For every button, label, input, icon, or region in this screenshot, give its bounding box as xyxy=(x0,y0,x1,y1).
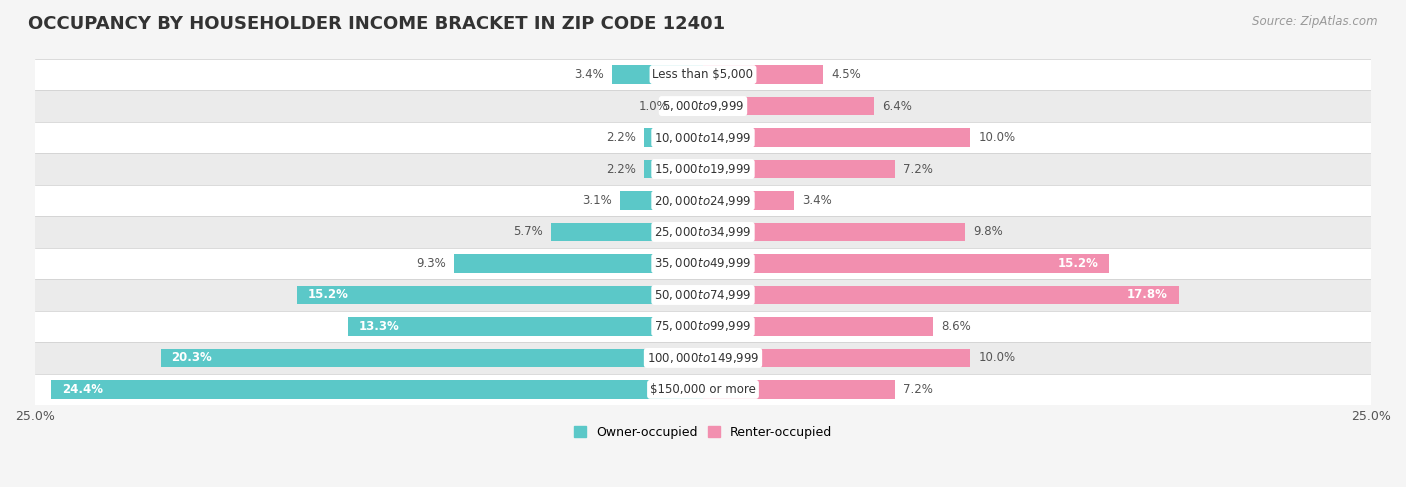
Bar xyxy=(703,286,1178,304)
Text: 17.8%: 17.8% xyxy=(1128,288,1168,301)
Text: 9.3%: 9.3% xyxy=(416,257,447,270)
Text: 15.2%: 15.2% xyxy=(308,288,349,301)
Text: 7.2%: 7.2% xyxy=(904,163,934,175)
Text: $5,000 to $9,999: $5,000 to $9,999 xyxy=(662,99,744,113)
Bar xyxy=(35,153,1371,185)
Bar xyxy=(454,254,703,273)
Bar xyxy=(35,122,1371,153)
Bar xyxy=(51,380,703,398)
Text: $35,000 to $49,999: $35,000 to $49,999 xyxy=(654,257,752,270)
Bar xyxy=(644,160,703,178)
Text: Source: ZipAtlas.com: Source: ZipAtlas.com xyxy=(1253,15,1378,28)
Text: 20.3%: 20.3% xyxy=(172,352,212,364)
Bar xyxy=(35,216,1371,248)
Text: $10,000 to $14,999: $10,000 to $14,999 xyxy=(654,131,752,145)
Bar xyxy=(35,90,1371,122)
Bar xyxy=(35,374,1371,405)
Bar xyxy=(676,97,703,115)
Bar xyxy=(160,349,703,367)
Bar xyxy=(703,223,965,241)
Text: 1.0%: 1.0% xyxy=(638,99,668,112)
Bar xyxy=(703,349,970,367)
Bar xyxy=(703,318,932,336)
Bar xyxy=(35,311,1371,342)
Bar xyxy=(35,185,1371,216)
Bar xyxy=(35,248,1371,279)
Bar xyxy=(551,223,703,241)
Text: 5.7%: 5.7% xyxy=(513,225,543,239)
Bar xyxy=(347,318,703,336)
Text: 15.2%: 15.2% xyxy=(1057,257,1098,270)
Text: 10.0%: 10.0% xyxy=(979,352,1015,364)
Text: $150,000 or more: $150,000 or more xyxy=(650,383,756,396)
Text: 4.5%: 4.5% xyxy=(831,68,860,81)
Text: 2.2%: 2.2% xyxy=(606,163,636,175)
Text: Less than $5,000: Less than $5,000 xyxy=(652,68,754,81)
Text: 13.3%: 13.3% xyxy=(359,320,399,333)
Text: 9.8%: 9.8% xyxy=(973,225,1002,239)
Text: $20,000 to $24,999: $20,000 to $24,999 xyxy=(654,193,752,207)
Text: $75,000 to $99,999: $75,000 to $99,999 xyxy=(654,319,752,334)
Text: 3.1%: 3.1% xyxy=(582,194,612,207)
Text: $50,000 to $74,999: $50,000 to $74,999 xyxy=(654,288,752,302)
Bar xyxy=(703,254,1109,273)
Text: 3.4%: 3.4% xyxy=(801,194,831,207)
Bar xyxy=(644,129,703,147)
Text: 6.4%: 6.4% xyxy=(882,99,912,112)
Text: $25,000 to $34,999: $25,000 to $34,999 xyxy=(654,225,752,239)
Bar xyxy=(297,286,703,304)
Bar xyxy=(35,59,1371,90)
Text: 2.2%: 2.2% xyxy=(606,131,636,144)
Bar xyxy=(703,65,824,84)
Text: 24.4%: 24.4% xyxy=(62,383,103,396)
Text: $15,000 to $19,999: $15,000 to $19,999 xyxy=(654,162,752,176)
Bar xyxy=(703,160,896,178)
Text: 10.0%: 10.0% xyxy=(979,131,1015,144)
Text: 8.6%: 8.6% xyxy=(941,320,970,333)
Text: 7.2%: 7.2% xyxy=(904,383,934,396)
Bar xyxy=(35,342,1371,374)
Text: 3.4%: 3.4% xyxy=(575,68,605,81)
Bar xyxy=(620,191,703,209)
Bar xyxy=(35,279,1371,311)
Bar xyxy=(703,97,875,115)
Text: OCCUPANCY BY HOUSEHOLDER INCOME BRACKET IN ZIP CODE 12401: OCCUPANCY BY HOUSEHOLDER INCOME BRACKET … xyxy=(28,15,725,33)
Text: $100,000 to $149,999: $100,000 to $149,999 xyxy=(647,351,759,365)
Bar xyxy=(612,65,703,84)
Bar xyxy=(703,380,896,398)
Bar xyxy=(703,129,970,147)
Bar xyxy=(703,191,794,209)
Legend: Owner-occupied, Renter-occupied: Owner-occupied, Renter-occupied xyxy=(568,421,838,444)
